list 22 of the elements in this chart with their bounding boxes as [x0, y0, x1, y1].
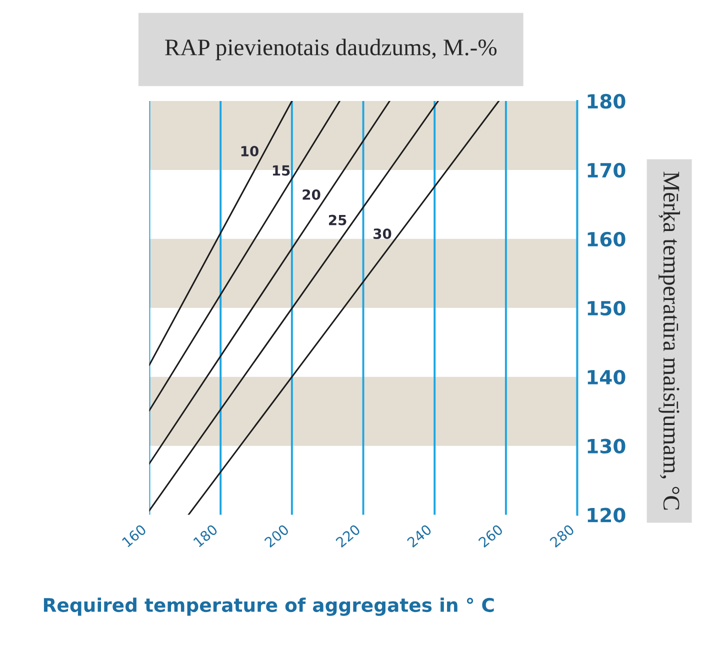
y-tick-label: 130: [588, 438, 626, 454]
x-tick-label: 160: [122, 524, 147, 548]
y-tick-label: 120: [588, 508, 626, 522]
series-label: 30: [374, 228, 392, 239]
chart-title: RAP pievienotais daudzums, M.-%: [165, 38, 497, 60]
x-tick-label: 180: [192, 524, 218, 548]
series-label: 25: [328, 214, 346, 226]
x-tick-label: 220: [335, 524, 361, 548]
y-tick-label: 180: [588, 94, 626, 109]
x-tick-label: 200: [264, 524, 290, 548]
y-tick-label: 170: [588, 162, 626, 178]
series-label: 15: [272, 165, 290, 176]
series-label: 20: [302, 189, 320, 200]
x-tick-label: 280: [549, 524, 575, 548]
series-label: 10: [241, 146, 258, 156]
x-axis-title: Required temperature of aggregates in ° C: [44, 598, 494, 616]
x-tick-label: 240: [406, 524, 432, 548]
y-tick-label: 160: [588, 232, 626, 247]
y-axis-title: Mērķa temperatūra maisījumam, °C: [658, 172, 680, 510]
x-tick-label: 260: [478, 524, 504, 548]
y-tick-label: 150: [588, 300, 626, 316]
y-tick-label: 140: [588, 370, 626, 385]
